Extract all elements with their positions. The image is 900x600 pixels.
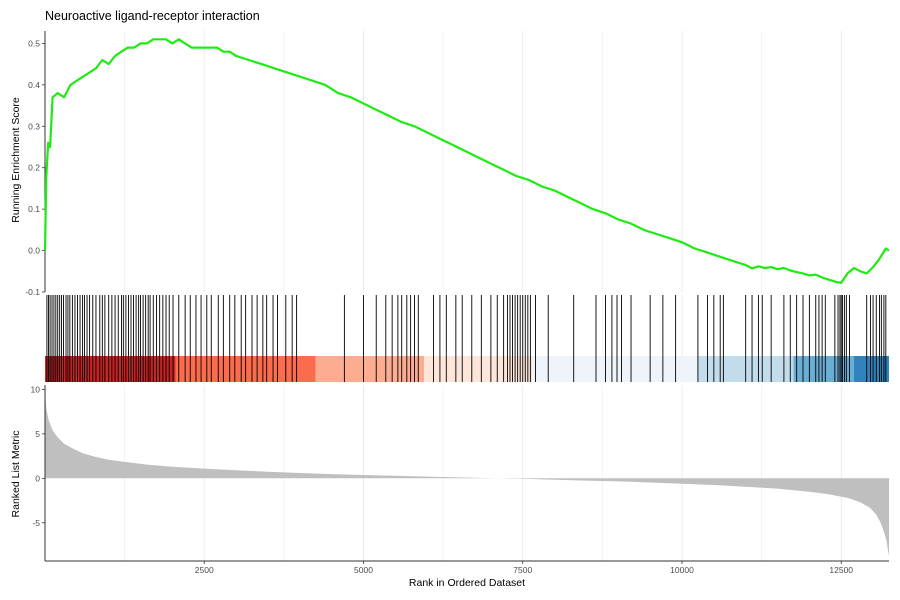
- ranked-metric-y-tick: 5: [35, 429, 45, 439]
- tick-label: 2500: [195, 565, 214, 575]
- x-tick: 7500: [513, 561, 532, 575]
- tick-label: 12500: [829, 565, 853, 575]
- gene-hit-barcode: [46, 295, 887, 382]
- tick-label: -5: [32, 518, 40, 528]
- running-score-line: [43, 38, 890, 284]
- tick-label: 10000: [670, 565, 694, 575]
- tick-label: -0.1: [25, 287, 40, 297]
- tick-label: 7500: [513, 565, 532, 575]
- running-score-y-tick: 0.5: [28, 38, 45, 48]
- x-tick: 10000: [670, 561, 694, 575]
- ranked-metric-panel: -5 0 5 10 2500 5000 7500 10000 12500 Ranked Lis…: [10, 384, 889, 589]
- x-tick: 2500: [195, 561, 214, 575]
- ranked-metric-y-axis: -5 0 5 10: [31, 384, 46, 561]
- heat-band: [424, 356, 533, 382]
- running-score-y-axis: -0.1 0.0 0.1 0.2 0.3 0.4 0.5: [25, 31, 46, 297]
- ranked-metric-area: [45, 389, 889, 556]
- ranked-metric-y-tick: 10: [31, 384, 45, 394]
- tick-label: 5000: [354, 565, 373, 575]
- tick-label: 0: [35, 473, 40, 483]
- ranked-metric-y-tick: 0: [35, 473, 45, 483]
- running-score-y-tick: 0.3: [28, 121, 45, 131]
- x-tick: 5000: [354, 561, 373, 575]
- running-score-y-label: Running Enrichment Score: [10, 97, 22, 223]
- heat-band: [45, 356, 176, 382]
- heat-band: [793, 356, 854, 382]
- running-score-panel: -0.1 0.0 0.1 0.2 0.3 0.4 0.5 Running Enrichmen…: [10, 31, 890, 297]
- running-score-y-tick: 0.1: [28, 204, 45, 214]
- heat-band: [315, 356, 425, 382]
- tick-label: 0.2: [28, 163, 40, 173]
- x-axis-label: Rank in Ordered Dataset: [409, 577, 525, 589]
- tick-label: 5: [35, 429, 40, 439]
- running-score-grid: [124, 31, 842, 292]
- heat-band: [532, 356, 698, 382]
- tick-label: 0.4: [28, 80, 40, 90]
- running-score-y-tick: 0.4: [28, 80, 45, 90]
- ranked-metric-y-tick: -5: [32, 518, 45, 528]
- heat-band: [853, 356, 889, 382]
- tick-label: 0.3: [28, 121, 40, 131]
- tick-label: 0.1: [28, 204, 40, 214]
- hits-panel: [45, 295, 889, 382]
- ranked-metric-y-label: Ranked List Metric: [10, 431, 22, 518]
- chart-title: Neuroactive ligand-receptor interaction: [45, 9, 260, 23]
- x-tick: 12500: [829, 561, 853, 575]
- tick-label: 10: [31, 384, 41, 394]
- tick-label: 0.5: [28, 38, 40, 48]
- running-score-y-tick: 0.0: [28, 246, 45, 256]
- running-score-y-tick: -0.1: [25, 287, 45, 297]
- tick-label: 0.0: [28, 246, 40, 256]
- running-score-y-tick: 0.2: [28, 163, 45, 173]
- x-axis: 2500 5000 7500 10000 12500: [45, 560, 889, 575]
